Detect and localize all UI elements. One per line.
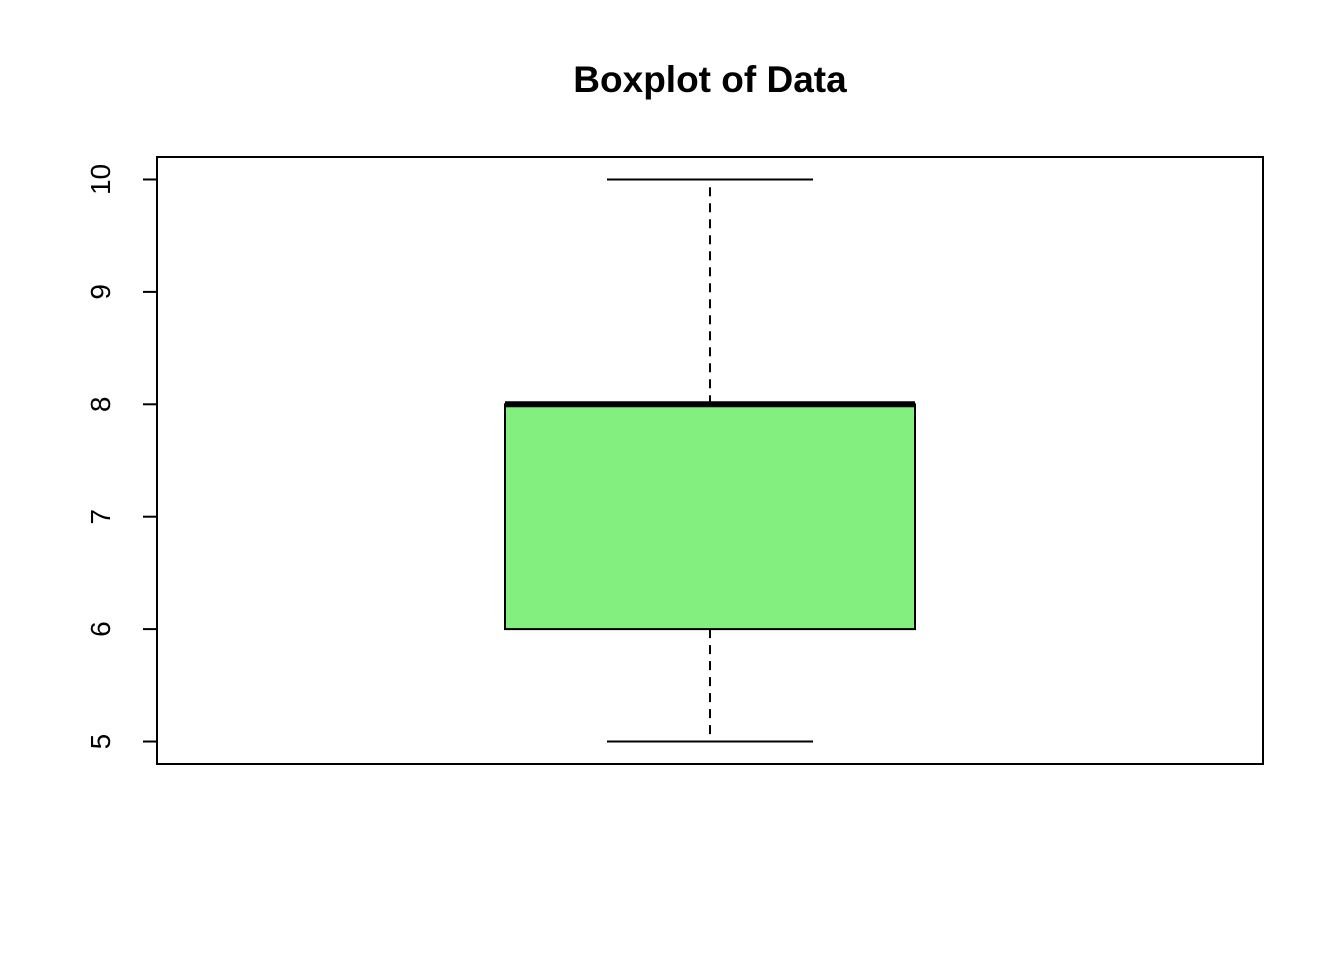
y-tick-label: 6 [85, 621, 116, 637]
y-tick-label: 5 [85, 734, 116, 750]
y-tick-label: 7 [85, 509, 116, 525]
y-tick-label: 8 [85, 397, 116, 413]
y-axis: 5 6 7 8 9 10 [85, 164, 158, 750]
box-plot-group [504, 178, 916, 743]
interquartile-box [504, 403, 916, 631]
y-tick-label: 10 [85, 164, 116, 195]
chart-title: Boxplot of Data [573, 59, 847, 100]
y-tick-label: 9 [85, 284, 116, 300]
